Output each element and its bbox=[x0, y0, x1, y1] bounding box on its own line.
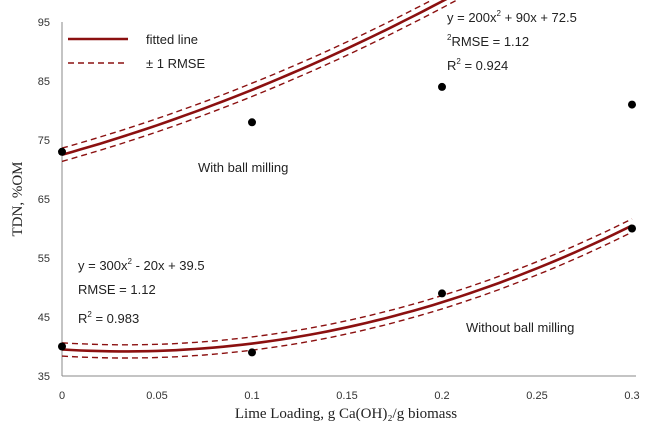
lower-rmse-band bbox=[61, 0, 459, 163]
label-without-ball-milling: Without ball milling bbox=[466, 320, 574, 335]
legend-fitted-line-label: fitted line bbox=[146, 32, 198, 47]
y-tick-label: 35 bbox=[38, 371, 50, 383]
x-tick-label: 0.3 bbox=[624, 390, 639, 402]
data-point bbox=[438, 82, 446, 91]
y-tick-label: 65 bbox=[38, 194, 50, 206]
upper-rmse-band bbox=[61, 0, 434, 149]
data-point bbox=[58, 342, 66, 351]
svg-text:2RMSE = 1.12: 2RMSE = 1.12 bbox=[447, 33, 529, 49]
x-tick-label: 0 bbox=[59, 390, 65, 402]
y-tick-label: 75 bbox=[38, 135, 50, 147]
y-tick-label: 85 bbox=[38, 76, 50, 88]
data-point bbox=[248, 348, 256, 357]
eq2-line1-exp: 2 bbox=[128, 257, 133, 266]
eq2-line3-post: = 0.983 bbox=[92, 311, 139, 326]
x-axis-title: Lime Loading, g Ca(OH)₂/g biomass bbox=[235, 406, 457, 422]
y-tick-label: 55 bbox=[38, 253, 50, 265]
svg-text:y = 200x2 + 90x + 72.5: y = 200x2 + 90x + 72.5 bbox=[447, 9, 577, 25]
tick-labels: 0 0.05 0.1 0.15 0.2 0.25 0.3 35 45 55 65 75 85 95 bbox=[38, 17, 640, 402]
eq1-line1-exp: 2 bbox=[497, 9, 502, 18]
eq1-line2: RMSE = 1.12 bbox=[451, 34, 529, 49]
x-tick-label: 0.25 bbox=[526, 390, 547, 402]
eq1-line3-exp: 2 bbox=[456, 57, 461, 66]
lower-rmse-band bbox=[61, 231, 633, 359]
eq1-line2-exp: 2 bbox=[447, 33, 452, 42]
fitted-line bbox=[61, 0, 448, 157]
data-point bbox=[438, 289, 446, 298]
x-tick-label: 0.05 bbox=[146, 390, 167, 402]
data-point bbox=[248, 118, 256, 127]
svg-text:y = 300x2 - 20x + 39.5: y = 300x2 - 20x + 39.5 bbox=[78, 257, 205, 273]
eq1-line1-pre: y = 200x bbox=[447, 10, 497, 25]
eq2-line2: RMSE = 1.12 bbox=[78, 282, 156, 297]
eq1-line3-pre: R bbox=[447, 58, 456, 73]
y-tick-label: 95 bbox=[38, 17, 50, 29]
eq2-line1-post: - 20x + 39.5 bbox=[132, 258, 205, 273]
y-axis-title: TDN, %OM bbox=[10, 162, 26, 237]
eq1-line3-post: = 0.924 bbox=[461, 58, 508, 73]
svg-text:R2 = 0.924: R2 = 0.924 bbox=[447, 57, 508, 73]
eq2-line3-exp: 2 bbox=[87, 310, 92, 319]
data-point bbox=[628, 224, 636, 233]
eq2-line1-pre: y = 300x bbox=[78, 258, 128, 273]
eq1-line1-post: + 90x + 72.5 bbox=[501, 10, 577, 25]
series-layer bbox=[58, 0, 636, 359]
label-with-ball-milling: With ball milling bbox=[198, 160, 288, 175]
x-tick-label: 0.15 bbox=[336, 390, 357, 402]
eq2-line3-pre: R bbox=[78, 311, 87, 326]
equation-without-milling: y = 300x2 - 20x + 39.5 RMSE = 1.12 R2 = … bbox=[78, 257, 205, 326]
legend: fitted line ± 1 RMSE bbox=[68, 32, 205, 71]
legend-rmse-label: ± 1 RMSE bbox=[146, 56, 205, 71]
fitted-line bbox=[61, 224, 633, 353]
data-point bbox=[628, 100, 636, 109]
x-tick-label: 0.2 bbox=[434, 390, 449, 402]
y-tick-label: 45 bbox=[38, 312, 50, 324]
upper-rmse-band bbox=[61, 218, 633, 346]
svg-text:R2 = 0.983: R2 = 0.983 bbox=[78, 310, 139, 326]
data-point bbox=[58, 147, 66, 156]
x-tick-label: 0.1 bbox=[244, 390, 259, 402]
equation-with-milling: y = 200x2 + 90x + 72.5 2RMSE = 1.12 R2 =… bbox=[447, 9, 577, 73]
